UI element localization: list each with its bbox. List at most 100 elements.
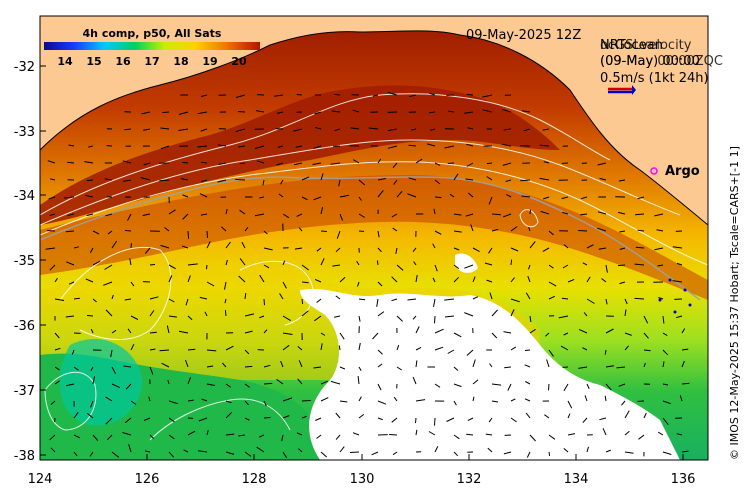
velocity-vector <box>415 275 418 283</box>
velocity-vector <box>187 275 191 283</box>
velocity-vector <box>432 243 436 249</box>
velocity-vector <box>415 158 423 164</box>
velocity-vector <box>453 247 460 251</box>
velocity-vector <box>472 296 479 300</box>
velocity-vector <box>482 94 493 98</box>
velocity-vector <box>352 432 360 436</box>
velocity-vector <box>336 230 341 239</box>
velocity-vector <box>415 360 418 368</box>
velocity-vector <box>472 379 479 385</box>
velocity-vector <box>143 162 151 166</box>
velocity-vector <box>204 311 208 317</box>
velocity-vector <box>149 366 154 375</box>
velocity-vector <box>181 178 189 181</box>
velocity-vector <box>127 213 132 221</box>
velocity-vector <box>526 451 531 458</box>
velocity-vector <box>140 177 151 181</box>
velocity-vector <box>662 349 669 356</box>
velocity-vector <box>407 193 417 198</box>
velocity-vector <box>320 207 324 215</box>
velocity-vector <box>67 213 75 216</box>
velocity-vector <box>605 328 614 334</box>
velocity-vector <box>64 196 75 199</box>
velocity-vector <box>49 178 56 181</box>
velocity-vector <box>412 247 417 253</box>
velocity-vector <box>123 365 132 368</box>
velocity-vector <box>434 264 438 272</box>
velocity-vector <box>377 417 383 421</box>
velocity-vector <box>567 433 576 436</box>
velocity-vector <box>619 281 626 285</box>
velocity-vector <box>90 328 94 334</box>
velocity-vector <box>634 297 645 300</box>
velocity-vector <box>263 400 267 407</box>
velocity-vector <box>282 281 287 289</box>
velocity-vector <box>301 176 310 181</box>
velocity-vector <box>605 449 611 453</box>
velocity-vector <box>339 400 348 403</box>
velocity-vector <box>262 179 265 186</box>
velocity-vector <box>638 434 645 440</box>
velocity-vector <box>206 349 217 352</box>
velocity-vector <box>68 281 75 285</box>
velocity-vector <box>105 309 113 317</box>
velocity-vector <box>168 434 175 440</box>
velocity-vector <box>372 332 379 340</box>
velocity-vector <box>129 258 132 266</box>
velocity-vector <box>453 173 459 181</box>
lat-tick-label: -36 <box>14 319 35 334</box>
velocity-vector <box>358 396 362 402</box>
velocity-vector <box>168 298 175 303</box>
velocity-vector <box>349 451 360 453</box>
velocity-vector <box>263 230 268 235</box>
velocity-vector <box>314 111 322 115</box>
velocity-vector <box>49 264 56 271</box>
velocity-vector <box>168 264 176 270</box>
velocity-vector <box>624 309 627 317</box>
velocity-vector <box>86 179 94 182</box>
velocity-vector <box>295 145 303 148</box>
velocity-vector <box>111 451 120 458</box>
velocity-vector <box>338 345 341 351</box>
velocity-vector <box>582 347 588 351</box>
colorbar-tick-label: 19 <box>202 55 217 68</box>
velocity-vector <box>263 364 271 368</box>
velocity-vector <box>199 193 208 198</box>
velocity-vector <box>558 315 569 319</box>
velocity-vector <box>48 196 56 200</box>
velocity-vector <box>391 276 398 283</box>
velocity-vector <box>334 93 341 96</box>
velocity-vector <box>466 93 474 96</box>
velocity-vector <box>510 398 516 402</box>
cloud-mask <box>300 288 680 460</box>
velocity-vector <box>503 451 512 455</box>
velocity-vector <box>238 275 246 283</box>
velocity-vector <box>297 378 303 385</box>
velocity-vector <box>182 194 189 198</box>
velocity-vector <box>563 383 569 392</box>
velocity-vector <box>524 364 531 368</box>
velocity-vector <box>256 446 265 453</box>
velocity-vector <box>143 417 151 421</box>
velocity-vector <box>377 230 380 238</box>
velocity-vector <box>92 434 99 441</box>
velocity-vector <box>662 417 669 426</box>
velocity-vector <box>358 213 366 218</box>
colorbar-tick-label: 14 <box>57 55 73 68</box>
velocity-vector <box>377 189 384 198</box>
velocity-vector <box>330 380 341 385</box>
velocity-vector <box>491 400 499 403</box>
velocity-vector <box>314 315 322 322</box>
velocity-vector <box>412 315 417 320</box>
velocity-vector <box>510 417 517 423</box>
velocity-vector <box>181 245 189 249</box>
velocity-vector <box>428 111 436 114</box>
velocity-vector <box>200 94 208 97</box>
velocity-vector <box>654 247 664 251</box>
velocity-vector <box>433 208 436 215</box>
velocity-vector <box>605 383 612 391</box>
velocity-vector <box>391 298 398 302</box>
lon-tick-label: 136 <box>671 472 696 487</box>
velocity-vector <box>637 229 645 232</box>
velocity-vector <box>434 162 441 166</box>
